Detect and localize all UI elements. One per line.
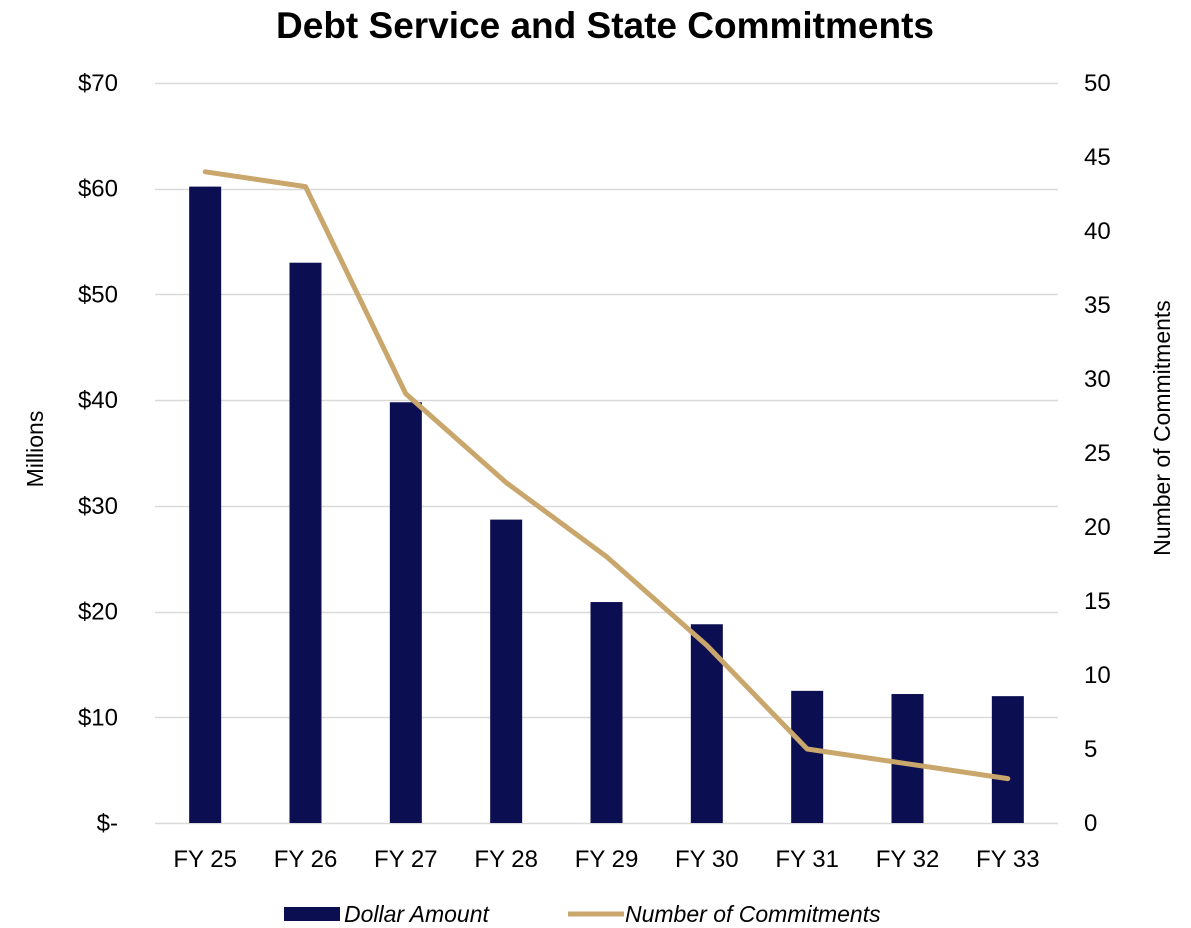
bar-fy-25 [189, 186, 222, 824]
x-tick-label: FY 31 [775, 846, 839, 873]
y-tick-label-left: $40 [78, 387, 118, 414]
y-tick-label-right: 10 [1084, 662, 1111, 689]
y-tick-label-right: 35 [1084, 292, 1111, 319]
y-tick-label-left: $10 [78, 704, 118, 731]
y-tick-label-right: 30 [1084, 366, 1111, 393]
y-tick-label-right: 5 [1084, 736, 1097, 763]
x-tick-label: FY 30 [675, 846, 739, 873]
y-tick-label-right: 15 [1084, 588, 1111, 615]
chart-title: Debt Service and State Commitments [276, 5, 934, 46]
bar-fy-28 [490, 519, 523, 823]
x-tick-label: FY 29 [575, 846, 639, 873]
bar-fy-32 [891, 694, 924, 823]
bar-fy-31 [791, 690, 824, 823]
x-tick-label: FY 26 [274, 846, 338, 873]
line-series [202, 169, 1011, 782]
x-tick-label: FY 33 [976, 846, 1040, 873]
bar-fy-29 [590, 602, 623, 823]
y-axis-title-right: Number of Commitments [1149, 300, 1175, 556]
x-tick-label: FY 27 [374, 846, 438, 873]
bar-fy-26 [289, 262, 322, 823]
legend: Dollar Amount Number of Commitments [284, 901, 881, 927]
y-tick-label-left: $30 [78, 493, 118, 520]
legend-swatch-dollar-amount [284, 907, 340, 921]
y-tick-label-left: $20 [78, 599, 118, 626]
y-tick-label-left: $70 [78, 70, 118, 97]
left-axis: $- $10 $20 $30 $40 $50 $60 $70 [78, 70, 118, 837]
legend-label-number-of-commitments: Number of Commitments [625, 901, 881, 927]
y-tick-label-right: 50 [1084, 70, 1111, 97]
legend-label-dollar-amount: Dollar Amount [344, 901, 490, 927]
right-axis: 0 5 10 15 20 25 30 35 40 45 50 [1084, 70, 1111, 837]
y-tick-label-right: 20 [1084, 514, 1111, 541]
x-axis: FY 25 FY 26 FY 27 FY 28 FY 29 FY 30 FY 31 FY 32… [173, 846, 1039, 873]
y-tick-label-left: $- [97, 810, 118, 837]
y-tick-label-right: 0 [1084, 810, 1097, 837]
x-tick-label: FY 32 [876, 846, 940, 873]
y-tick-label-left: $50 [78, 281, 118, 308]
x-tick-label: FY 25 [173, 846, 237, 873]
y-tick-label-right: 25 [1084, 440, 1111, 467]
bar-fy-27 [389, 402, 422, 823]
x-tick-label: FY 28 [474, 846, 538, 873]
bar-fy-33 [991, 696, 1024, 823]
y-tick-label-right: 40 [1084, 218, 1111, 245]
y-tick-label-left: $60 [78, 176, 118, 203]
y-tick-label-right: 45 [1084, 144, 1111, 171]
y-axis-title-left: Millions [22, 411, 48, 488]
bar-series [189, 186, 1024, 824]
